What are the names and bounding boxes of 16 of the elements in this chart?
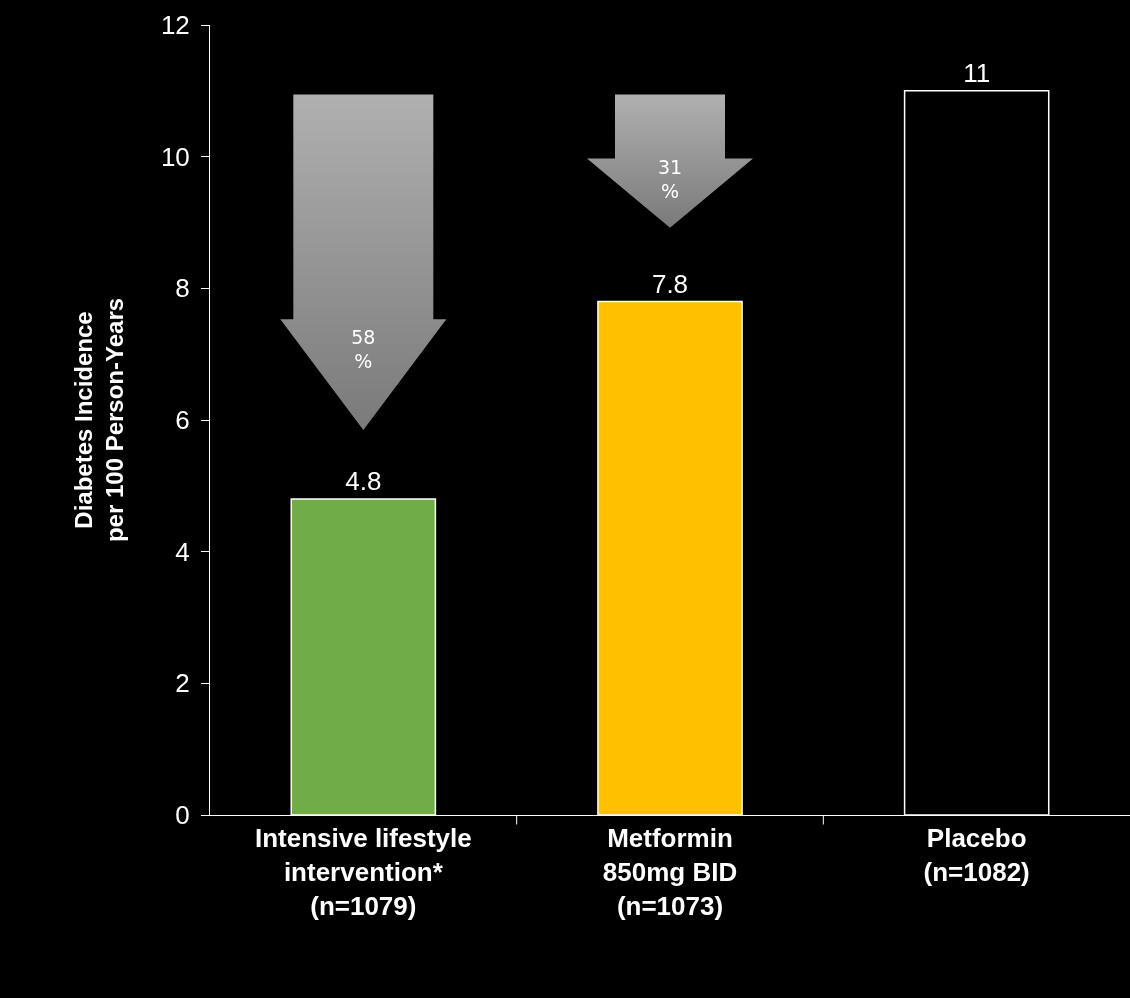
data-label: 4.8 (345, 466, 382, 496)
annotation: 58 % (351, 325, 376, 372)
y-axis-title: Diabetes Incidence per 100 Person-Years (69, 297, 128, 543)
x-tick-label: Intensive lifestyle intervention* (n=1079) (254, 823, 472, 921)
y-tick-label: 0 (175, 800, 190, 831)
y-tick-label: 6 (175, 405, 190, 436)
y-tick-label: 8 (175, 273, 190, 304)
x-tick-label: Metformin 850mg BID (n=1073) (602, 823, 738, 921)
y-tick-label: 4 (175, 536, 190, 567)
data-label: 7.8 (651, 268, 689, 299)
y-tick-label: 12 (160, 10, 190, 41)
x-tick-label: Placebo (n=1082) (923, 823, 1030, 887)
annotation: 31 % (657, 155, 683, 202)
y-tick-label: 2 (175, 668, 190, 699)
y-tick-label: 10 (160, 141, 190, 172)
data-label: 11 (963, 57, 991, 88)
